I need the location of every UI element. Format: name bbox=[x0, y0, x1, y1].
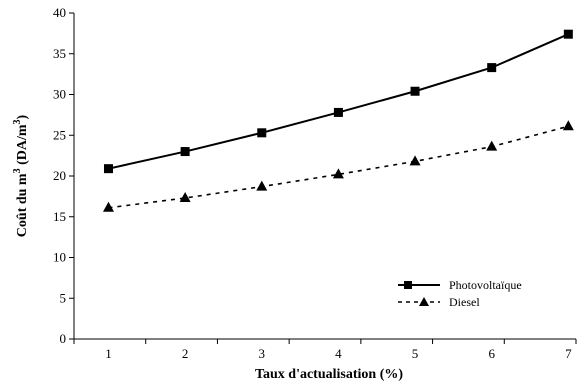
x-axis-title: Taux d'actualisation (%) bbox=[255, 367, 403, 382]
y-tick-label: 10 bbox=[53, 250, 66, 265]
data-point-diesel bbox=[486, 140, 498, 151]
y-axis-title: Coût du m3 (DA/m3) bbox=[12, 114, 30, 237]
y-tick-label: 20 bbox=[53, 168, 66, 183]
data-point-diesel bbox=[562, 120, 574, 131]
data-point-diesel bbox=[179, 192, 191, 203]
y-tick-label: 0 bbox=[60, 331, 67, 346]
y-tick-label: 25 bbox=[53, 127, 66, 142]
legend-label-diesel: Diesel bbox=[449, 295, 480, 309]
legend: Photovoltaïque Diesel bbox=[398, 278, 522, 309]
legend-marker-triangle bbox=[419, 297, 429, 306]
data-point-diesel bbox=[409, 155, 421, 166]
legend-marker-square bbox=[404, 281, 412, 289]
y-axis: 0 5 10 15 20 25 30 35 40 bbox=[53, 5, 75, 346]
x-tick-label: 4 bbox=[335, 346, 342, 361]
data-point-diesel bbox=[102, 201, 114, 212]
x-tick-label: 5 bbox=[412, 346, 419, 361]
data-point-photovoltaique bbox=[103, 164, 113, 174]
data-point-photovoltaique bbox=[410, 86, 420, 96]
y-tick-label: 40 bbox=[53, 5, 66, 20]
data-point-photovoltaique bbox=[257, 128, 267, 138]
y-tick-label: 5 bbox=[60, 290, 67, 305]
data-point-photovoltaique bbox=[333, 107, 343, 117]
x-tick-label: 3 bbox=[259, 346, 266, 361]
x-tick-label: 6 bbox=[488, 346, 495, 361]
data-point-diesel bbox=[332, 168, 344, 179]
data-point-photovoltaique bbox=[180, 147, 190, 157]
y-tick-label: 15 bbox=[53, 209, 66, 224]
x-tick-label: 2 bbox=[182, 346, 189, 361]
series-line-photovoltaique bbox=[108, 33, 569, 170]
x-tick-label: 7 bbox=[565, 346, 572, 361]
x-tick-label: 1 bbox=[105, 346, 112, 361]
series-layer bbox=[102, 29, 574, 212]
y-tick-label: 35 bbox=[53, 46, 66, 61]
data-point-photovoltaique bbox=[487, 63, 497, 73]
data-point-diesel bbox=[256, 180, 268, 191]
series-line-diesel bbox=[108, 125, 569, 209]
x-axis: 1 2 3 4 5 6 7 bbox=[73, 338, 577, 361]
y-tick-label: 30 bbox=[53, 87, 66, 102]
legend-label-photovoltaique: Photovoltaïque bbox=[449, 278, 522, 292]
data-point-photovoltaique bbox=[563, 29, 573, 39]
